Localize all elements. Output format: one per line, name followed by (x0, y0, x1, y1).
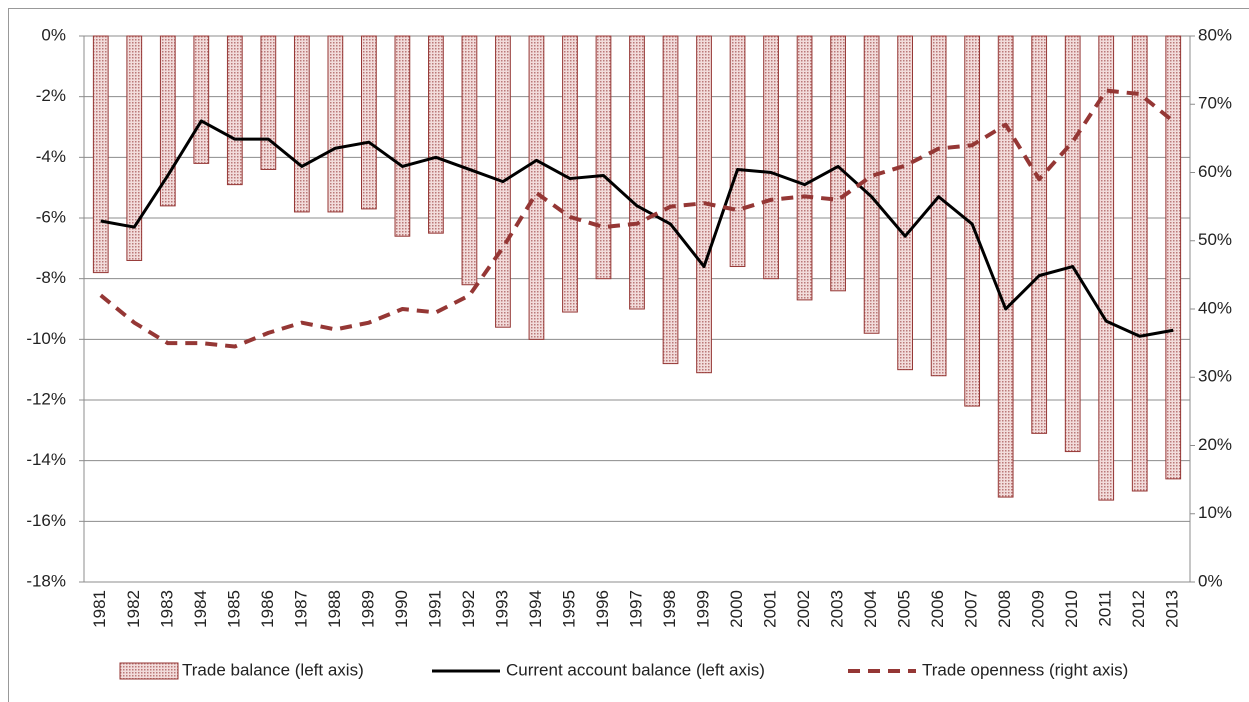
x-tick-label: 1998 (660, 590, 679, 628)
x-tick-label: 1985 (224, 590, 243, 628)
x-tick-label: 2001 (761, 590, 780, 628)
x-tick-label: 2004 (861, 590, 880, 628)
bar (226, 35, 243, 186)
x-tick-label: 1983 (157, 590, 176, 628)
x-tick-label: 2002 (794, 590, 813, 628)
x-tick-label: 2003 (828, 590, 847, 628)
bar (997, 35, 1014, 498)
x-tick-label: 2005 (895, 590, 914, 628)
chart-frame (8, 8, 1249, 702)
bar (260, 35, 277, 170)
x-tick-label: 2012 (1129, 590, 1148, 628)
y-tick-label: -2% (36, 86, 66, 105)
y2-tick-label: 40% (1198, 298, 1232, 317)
bar (562, 35, 578, 313)
bar (796, 35, 813, 301)
x-tick-label: 1990 (392, 590, 411, 628)
bar (763, 35, 779, 280)
y-tick-label: -6% (36, 207, 66, 226)
x-tick-label: 1994 (526, 590, 545, 628)
x-tick-label: 2008 (995, 590, 1014, 628)
bar (1098, 35, 1115, 501)
bar (193, 35, 210, 164)
y-tick-label: -12% (26, 389, 66, 408)
bar (1064, 35, 1081, 453)
x-tick-label: 2000 (727, 590, 746, 628)
bar (930, 35, 947, 377)
x-tick-label: 1989 (358, 590, 377, 628)
x-tick-label: 1992 (459, 590, 478, 628)
x-tick-label: 1981 (90, 590, 109, 628)
y-tick-label: -18% (26, 571, 66, 590)
y-tick-label: -8% (36, 268, 66, 287)
bar (159, 35, 176, 207)
x-tick-label: 1987 (291, 590, 310, 628)
bar (897, 35, 913, 371)
x-tick-label: 1982 (124, 590, 143, 628)
y-tick-label: -10% (26, 329, 66, 348)
bar (1131, 35, 1148, 492)
bar (595, 35, 612, 280)
bar (830, 35, 846, 292)
x-tick-label: 1984 (191, 590, 210, 628)
bar (92, 35, 109, 274)
y2-tick-label: 70% (1198, 94, 1232, 113)
x-tick-label: 1995 (559, 590, 578, 628)
x-tick-label: 2013 (1163, 590, 1182, 628)
bar (629, 35, 645, 310)
y2-tick-label: 20% (1198, 435, 1232, 454)
legend-label: Trade balance (left axis) (182, 660, 364, 679)
y2-tick-label: 80% (1198, 25, 1232, 44)
x-tick-label: 1997 (626, 590, 645, 628)
x-tick-label: 2006 (928, 590, 947, 628)
y2-tick-label: 0% (1198, 571, 1223, 590)
x-tick-label: 1999 (694, 590, 713, 628)
legend-label: Trade openness (right axis) (922, 660, 1128, 679)
y2-tick-label: 10% (1198, 503, 1232, 522)
bar (964, 35, 981, 407)
bar (863, 35, 880, 334)
legend-label: Current account balance (left axis) (506, 660, 765, 679)
x-tick-label: 1986 (258, 590, 277, 628)
x-tick-label: 2009 (1029, 590, 1048, 628)
y-tick-label: -16% (26, 511, 66, 530)
y-tick-label: 0% (41, 25, 66, 44)
bar (126, 35, 143, 261)
bar (394, 35, 411, 237)
bar (327, 35, 344, 213)
bar (528, 35, 545, 340)
x-tick-label: 1991 (425, 590, 444, 628)
bar (428, 35, 444, 234)
x-tick-label: 2007 (962, 590, 981, 628)
bar (361, 35, 377, 210)
bar (729, 35, 746, 268)
bar (461, 35, 478, 286)
legend-swatch (119, 662, 179, 680)
x-tick-label: 1996 (593, 590, 612, 628)
line (99, 88, 1175, 349)
y2-tick-label: 50% (1198, 230, 1232, 249)
y-tick-label: -14% (26, 450, 66, 469)
x-tick-label: 2011 (1096, 590, 1115, 627)
line (100, 119, 1174, 338)
y2-tick-label: 60% (1198, 162, 1232, 181)
x-tick-label: 2010 (1062, 590, 1081, 628)
bar (662, 35, 679, 365)
y-tick-label: -4% (36, 147, 66, 166)
bar (293, 35, 310, 213)
x-tick-label: 1993 (492, 590, 511, 628)
y2-tick-label: 30% (1198, 367, 1232, 386)
x-tick-label: 1988 (325, 590, 344, 628)
bar (1165, 35, 1182, 480)
bar (1031, 35, 1048, 434)
